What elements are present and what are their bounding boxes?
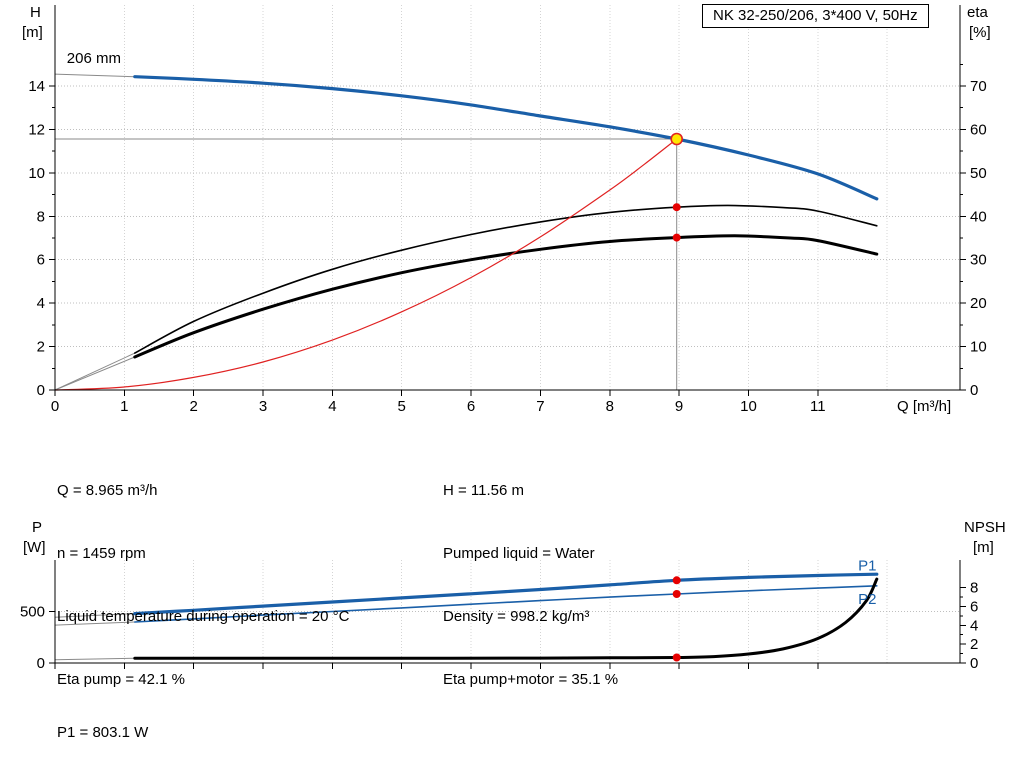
tick-label: 4 <box>970 617 978 634</box>
tick-label: 14 <box>28 78 45 95</box>
tick-label: 10 <box>740 398 757 415</box>
tick-label: 20 <box>970 295 987 312</box>
tick-label: 2 <box>190 398 198 415</box>
tick-label: 0 <box>37 382 45 399</box>
op-density: Density = 998.2 kg/m³ <box>443 608 590 625</box>
tick-label: 0 <box>970 382 978 399</box>
tick-label: 1 <box>120 398 128 415</box>
head-curve <box>133 75 879 201</box>
eta-pump-marker <box>672 203 681 212</box>
tick-label: 6 <box>467 398 475 415</box>
tick-label: 11 <box>810 398 826 415</box>
p1-marker <box>672 576 681 585</box>
tick-label: 9 <box>675 398 683 415</box>
op-eta-pump: Eta pump = 42.1 % <box>57 671 185 688</box>
tick-label: 30 <box>970 252 987 269</box>
res-p1: P1 = 803.1 W <box>57 724 149 741</box>
tick-label: 8 <box>970 580 978 597</box>
npsh-curve-extension <box>54 657 136 661</box>
eta-axis-unit: [%] <box>969 24 991 41</box>
npsh-marker <box>672 653 681 662</box>
op-head: H = 11.56 m <box>443 482 525 499</box>
p2-marker <box>672 590 681 598</box>
tick-label: 70 <box>970 78 987 95</box>
tick-label: 4 <box>37 295 45 312</box>
tick-label: 3 <box>259 398 267 415</box>
impeller-label: 206 mm <box>67 50 121 67</box>
duty-point-marker <box>670 132 684 146</box>
p2-curve-extension <box>54 621 136 626</box>
eta-pump-motor-marker <box>672 233 681 242</box>
operating-point-left-column: Q = 8.965 m³/h n = 1459 rpm Liquid tempe… <box>57 438 349 732</box>
tick-label: 7 <box>536 398 544 415</box>
tick-label: 4 <box>328 398 336 415</box>
system-curve <box>54 138 678 391</box>
op-flow: Q = 8.965 m³/h <box>57 482 158 499</box>
p-axis-title: P <box>32 519 43 536</box>
tick-label: 10 <box>28 165 45 182</box>
npsh-axis-title: NPSH <box>964 519 1006 536</box>
op-temperature: Liquid temperature during operation = 20… <box>57 608 350 625</box>
op-eta-total: Eta pump+motor = 35.1 % <box>443 671 619 688</box>
eta-pump-motor-curve-extension <box>54 356 136 391</box>
tick-label: 12 <box>28 121 45 138</box>
tick-label: 50 <box>970 165 987 182</box>
tick-label: 10 <box>970 339 987 356</box>
pump-model-box: NK 32-250/206, 3*400 V, 50Hz <box>702 4 929 28</box>
p1-curve-extension <box>54 613 136 618</box>
tick-label: 0 <box>51 398 59 415</box>
tick-label: 2 <box>970 636 978 653</box>
npsh-axis-unit: [m] <box>973 539 994 556</box>
p2-curve <box>134 585 878 623</box>
p-axis-unit: [W] <box>23 539 46 556</box>
tick-label: 40 <box>970 208 987 225</box>
tick-label: 2 <box>37 339 45 356</box>
tick-label: 0 <box>970 655 978 672</box>
tick-label: 6 <box>37 252 45 269</box>
npsh-curve <box>133 577 879 660</box>
operating-point-right-column: H = 11.56 m Pumped liquid = Water Densit… <box>443 438 618 732</box>
h-axis-title: H <box>30 4 41 21</box>
eta-pump-curve <box>134 204 878 354</box>
p2-curve-label: P2 <box>858 591 876 608</box>
tick-label: 6 <box>970 599 978 616</box>
eta-axis-title: eta <box>967 4 988 21</box>
p1-curve-label: P1 <box>858 557 876 574</box>
tick-label: 8 <box>606 398 614 415</box>
eta-pump-curve-extension <box>54 352 136 391</box>
tick-label: 5 <box>398 398 406 415</box>
head-curve-extension <box>54 73 136 78</box>
tick-label: 0 <box>37 655 45 672</box>
h-axis-unit: [m] <box>22 24 43 41</box>
tick-label: 500 <box>20 604 45 621</box>
op-speed: n = 1459 rpm <box>57 545 146 562</box>
p1-curve <box>133 572 879 616</box>
eta-pump-motor-curve <box>133 234 879 359</box>
tick-label: 60 <box>970 121 987 138</box>
tick-label: 8 <box>37 208 45 225</box>
q-axis-title: Q [m³/h] <box>897 398 952 415</box>
op-liquid: Pumped liquid = Water <box>443 545 595 562</box>
result-values: P1 = 803.1 W P2 = 670.2 W NPSH = 0.58 m … <box>57 680 392 781</box>
